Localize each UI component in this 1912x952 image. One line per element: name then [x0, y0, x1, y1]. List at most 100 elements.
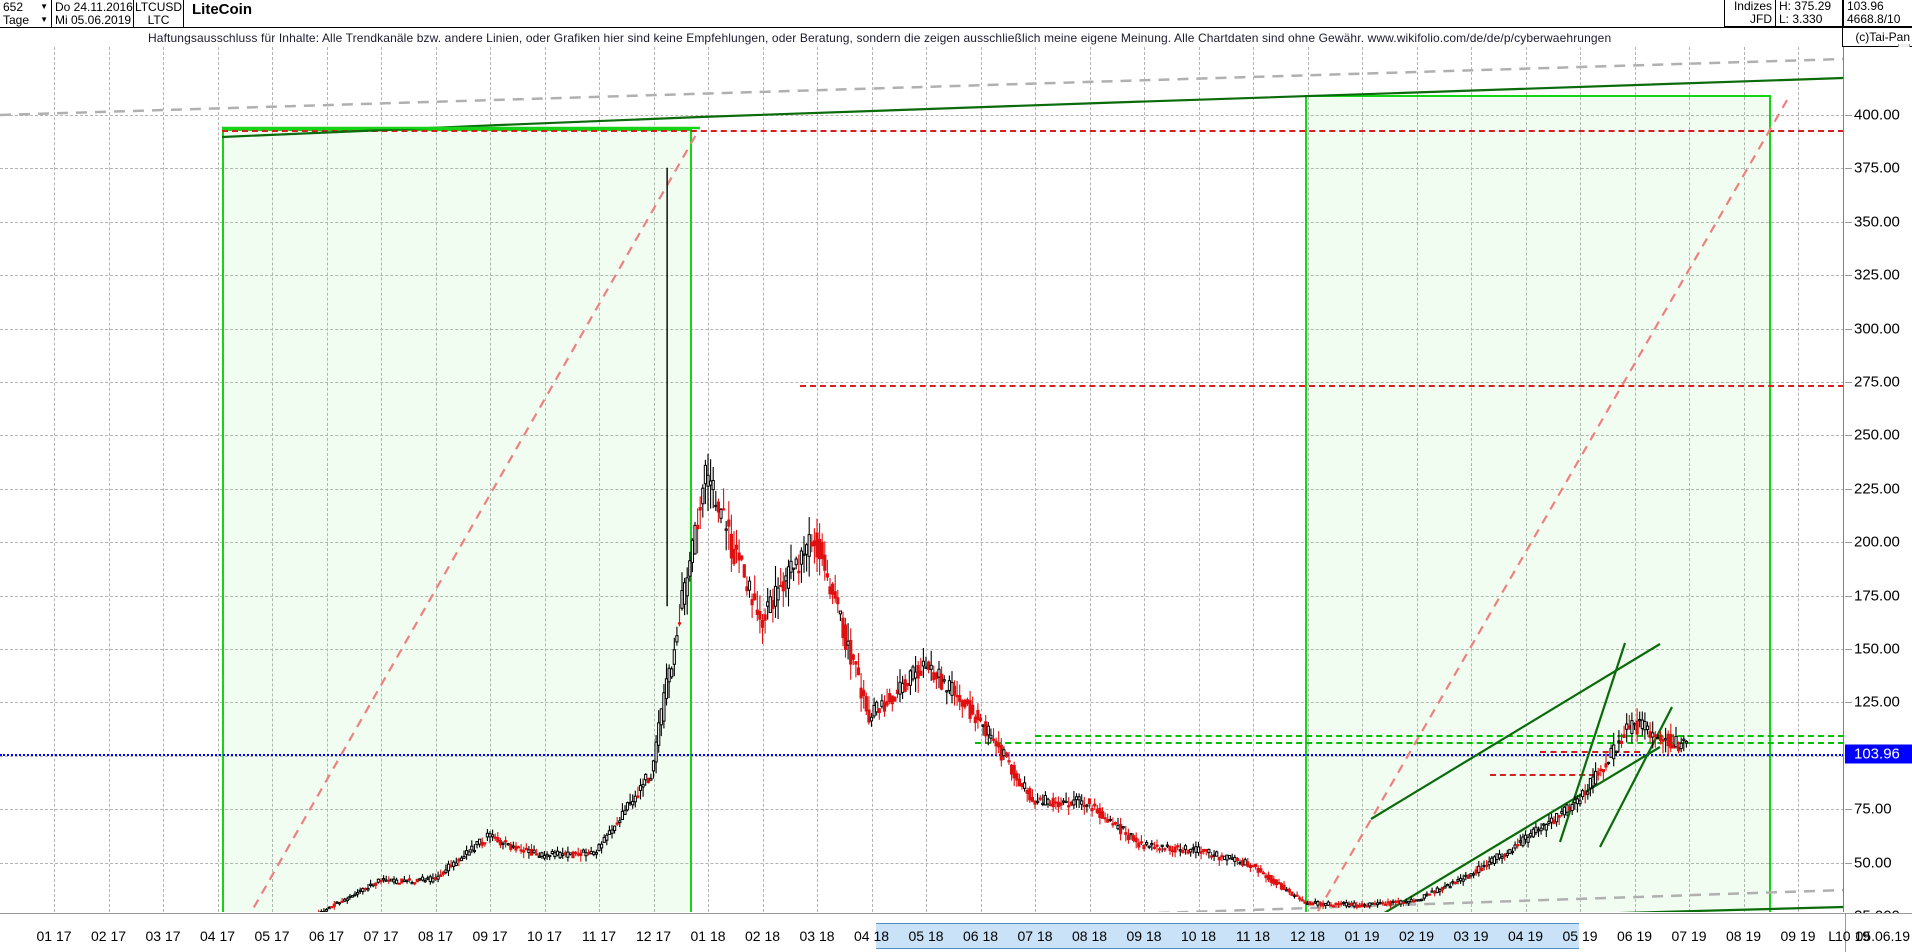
price-axis[interactable]: 400.00 375.00 350.00 325.00 300.00 275.00 250.…: [1845, 47, 1912, 925]
time-tick-label: 03 18: [799, 928, 835, 944]
high-low-cell: H: 375.29 L: 3.330: [1776, 0, 1844, 27]
chevron-down-icon[interactable]: ▼: [40, 2, 48, 11]
gridline-vertical: [1198, 47, 1200, 912]
time-tick-label: 12 17: [635, 928, 672, 944]
chart-plot-area[interactable]: [0, 47, 1844, 912]
price-tick-label: 375.00: [1854, 159, 1900, 177]
time-tick-label: 10 19: [1834, 928, 1871, 944]
instrument-title: LiteCoin: [184, 0, 1724, 28]
mini-resistance-b[interactable]: [1540, 751, 1640, 753]
time-tick-label: 11 17: [582, 928, 616, 944]
price-tick-label: 350.00: [1854, 213, 1900, 231]
gridline-vertical: [1144, 47, 1145, 912]
axis-mode-label: L: [1828, 928, 1836, 944]
time-axis[interactable]: 01 17 02 17 03 17 04 17 05 17 06 17 07 17 08 17…: [0, 913, 1912, 952]
time-tick-label: 04 19: [1507, 928, 1544, 944]
symbol-cell[interactable]: LTCUSD LTC: [134, 0, 184, 28]
price-tick-mark: [1845, 702, 1852, 704]
date-to: Mi 05.06.2019: [55, 12, 132, 27]
gridline-horizontal: [0, 221, 1843, 223]
mini-resistance-a[interactable]: [1490, 774, 1595, 776]
price-tick-mark: [1845, 488, 1852, 490]
date-range: Do 24.11.2016 Mi 05.06.2019: [52, 0, 134, 28]
price-tick-label: 250.00: [1854, 426, 1900, 444]
time-axis-divider: [1845, 914, 1846, 952]
bullish-box-left[interactable]: [222, 129, 692, 912]
price-tick-mark: [1845, 115, 1852, 116]
price-tick-mark: [1845, 595, 1852, 597]
gridline-vertical: [980, 47, 982, 912]
price-tick-label: 300.00: [1854, 320, 1900, 338]
gridline-horizontal: [0, 755, 1843, 757]
period-high: H: 375.29: [1779, 0, 1832, 13]
gridline-horizontal: [0, 382, 1843, 383]
instrument-title-text: LiteCoin: [192, 1, 252, 18]
gridline-horizontal: [0, 328, 1843, 330]
chart-header-bar: 652 ▼ Tage ▼ Do 24.11.2016 Mi 05.06.2019 L…: [0, 0, 1912, 28]
gridline-vertical: [926, 47, 927, 912]
price-tick-mark: [1845, 168, 1852, 170]
chevron-down-icon[interactable]: ▼: [40, 15, 48, 24]
gridline-horizontal: [0, 542, 1843, 544]
gridline-vertical: [1035, 47, 1036, 912]
gridline-vertical: [1253, 47, 1254, 912]
resistance-line-375[interactable]: [222, 130, 1843, 132]
gridline-vertical: [217, 47, 219, 912]
resistance-line-252[interactable]: [800, 385, 1843, 387]
time-tick-label: 08 19: [1725, 928, 1762, 944]
price-tick-label: 50.00: [1854, 854, 1892, 872]
time-tick-label: 06 18: [962, 928, 999, 944]
gridline-horizontal: [0, 702, 1843, 704]
time-tick-label: 09 18: [1126, 928, 1162, 944]
gridline-vertical: [1307, 47, 1309, 912]
gridline-horizontal: [0, 168, 1843, 170]
support-line-green-upper[interactable]: [975, 742, 1843, 744]
symbol-code: LTCUSD: [134, 0, 183, 14]
time-tick-label: 05 17: [254, 928, 290, 944]
gridline-vertical: [1089, 47, 1091, 912]
price-tick-label: 400.00: [1854, 106, 1900, 124]
header-divider-2: [1842, 46, 1912, 47]
last-quote-cell: 103.96 4668.8/10: [1844, 0, 1912, 27]
current-price-line[interactable]: [0, 754, 1843, 756]
time-tick-label: 09 19: [1780, 928, 1816, 944]
axis-end-date: 05.06.19: [1855, 928, 1911, 944]
volume-value: 4668.8/10: [1847, 12, 1901, 26]
gridline-vertical: [108, 47, 110, 912]
copyright-label: (c)Tai-Pan: [1852, 30, 1910, 44]
time-tick-label: 02 18: [744, 928, 781, 944]
period-low: L: 3.330: [1779, 12, 1823, 26]
time-tick-label: 04 17: [199, 928, 236, 944]
bars-count-selector[interactable]: 652 ▼ Tage ▼: [0, 0, 52, 28]
price-tick-mark: [1845, 435, 1852, 437]
gridline-horizontal: [0, 862, 1843, 864]
time-selection-band[interactable]: [876, 923, 1579, 949]
price-tick-mark: [1845, 328, 1852, 330]
gridline-vertical: [163, 47, 164, 912]
support-line-green-mid[interactable]: [1035, 735, 1843, 737]
price-tick-mark: [1845, 542, 1852, 544]
gridline-horizontal: [0, 275, 1843, 277]
bars-count-value: 652: [3, 0, 24, 14]
time-tick-label: 03 19: [1453, 928, 1489, 944]
gridline-horizontal: [0, 809, 1843, 811]
bullish-box-right[interactable]: [1305, 95, 1771, 912]
price-tick-label: 175.00: [1854, 587, 1900, 605]
header-quote-group: Indizes JFD H: 375.29 L: 3.330 103.96 46…: [1724, 0, 1912, 28]
time-tick-label: 10 17: [526, 928, 563, 944]
time-tick-label: 04 18: [853, 928, 890, 944]
time-tick-label: 06 17: [308, 928, 345, 944]
time-tick-label: 06 19: [1616, 928, 1653, 944]
gridline-vertical: [817, 47, 818, 912]
time-tick-label: 05 19: [1562, 928, 1598, 944]
header-divider: [1842, 0, 1843, 46]
price-tick-label: 150.00: [1854, 640, 1900, 658]
price-tick-label: 75.00: [1854, 800, 1892, 818]
time-tick-label: 01 17: [36, 928, 72, 944]
time-tick-label: 11 18: [1236, 928, 1270, 944]
time-tick-label: 10 18: [1180, 928, 1217, 944]
symbol-short: LTC: [147, 12, 170, 27]
gridline-vertical: [871, 47, 873, 912]
price-tick-mark: [1845, 649, 1852, 650]
price-tick-label: 325.00: [1854, 266, 1900, 284]
